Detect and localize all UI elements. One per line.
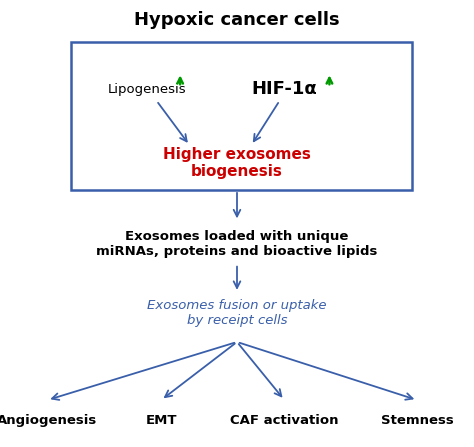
Text: Hypoxic cancer cells: Hypoxic cancer cells <box>134 11 340 29</box>
Text: CAF activation: CAF activation <box>230 413 338 427</box>
Text: Exosomes fusion or uptake
by receipt cells: Exosomes fusion or uptake by receipt cel… <box>147 299 327 327</box>
Text: Lipogenesis: Lipogenesis <box>108 83 186 96</box>
Text: Higher exosomes
biogenesis: Higher exosomes biogenesis <box>163 147 311 179</box>
Text: Stemness: Stemness <box>381 413 454 427</box>
Text: HIF-1α: HIF-1α <box>252 80 317 98</box>
Text: EMT: EMT <box>146 413 177 427</box>
Text: Angiogenesis: Angiogenesis <box>0 413 98 427</box>
Text: Exosomes loaded with unique
miRNAs, proteins and bioactive lipids: Exosomes loaded with unique miRNAs, prot… <box>96 230 378 257</box>
